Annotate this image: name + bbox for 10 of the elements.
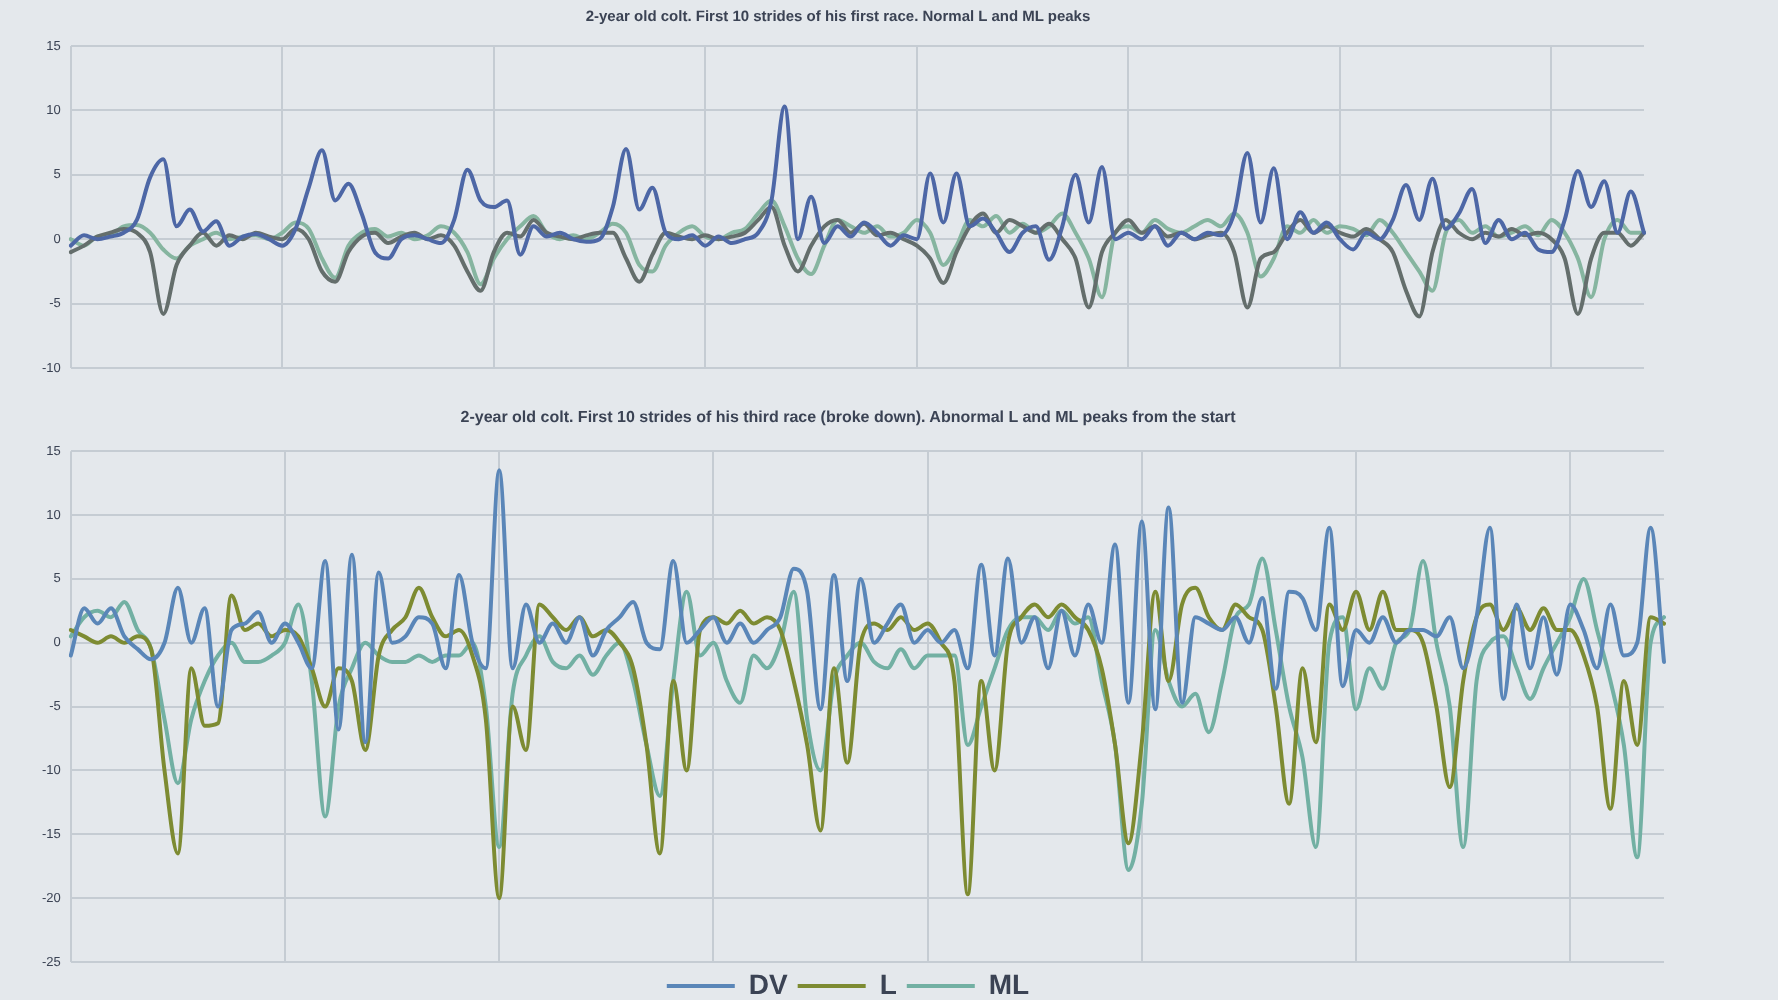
line-series (68, 198, 1646, 300)
legend-label: ML (988, 967, 1031, 1000)
line-series (68, 205, 1646, 319)
legend-label: DV (748, 967, 790, 1000)
line-series (68, 468, 1666, 745)
line-series (68, 104, 1646, 262)
legend-label: L (879, 967, 898, 1000)
line-series (68, 556, 1666, 873)
line-series (68, 585, 1666, 901)
chart-title: 2-year old colt. First 10 strides of his third race (broke down). Abnormal L and ML peaks from the start (460, 408, 1237, 427)
